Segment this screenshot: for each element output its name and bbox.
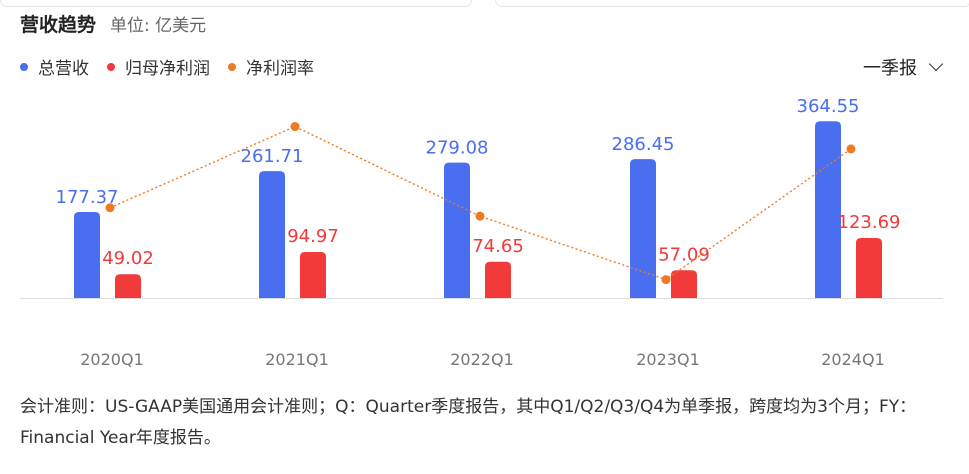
net-profit-label-2022Q1: 74.65 bbox=[472, 236, 524, 257]
revenue-bar-2023Q1 bbox=[630, 159, 656, 298]
chart-header: 营收趋势 单位: 亿美元 bbox=[20, 10, 206, 37]
x-tick-2020Q1: 2020Q1 bbox=[80, 350, 144, 369]
net-margin-point-2022Q1 bbox=[475, 211, 485, 221]
net-profit-bar-2024Q1 bbox=[856, 238, 882, 298]
legend-label-net-margin: 净利润率 bbox=[246, 59, 314, 79]
period-selector-label: 一季报 bbox=[863, 58, 917, 79]
net-profit-bar-2023Q1 bbox=[671, 270, 697, 298]
revenue-label-2023Q1: 286.45 bbox=[612, 134, 675, 155]
chart-title: 营收趋势 bbox=[20, 14, 97, 36]
legend-item-net-profit[interactable]: 归母净利润 bbox=[107, 54, 210, 79]
revenue-label-2020Q1: 177.37 bbox=[56, 187, 119, 208]
revenue-label-2022Q1: 279.08 bbox=[426, 138, 489, 159]
net-margin-point-2024Q1 bbox=[846, 144, 856, 154]
net-profit-label-2024Q1: 123.69 bbox=[838, 212, 901, 233]
legend-item-revenue[interactable]: 总营收 bbox=[20, 54, 89, 79]
revenue-label-2024Q1: 364.55 bbox=[797, 96, 860, 117]
legend-label-revenue: 总营收 bbox=[38, 59, 89, 79]
net-profit-label-2023Q1: 57.09 bbox=[658, 244, 710, 265]
net-margin-line bbox=[109, 125, 852, 281]
revenue-bar-2022Q1 bbox=[444, 162, 470, 298]
revenue-bar-2020Q1 bbox=[74, 211, 100, 298]
net-margin-point-2020Q1 bbox=[105, 203, 115, 213]
x-tick-2024Q1: 2024Q1 bbox=[821, 350, 885, 369]
footnote: 会计准则：US-GAAP美国通用会计准则；Q：Quarter季度报告，其中Q1/… bbox=[20, 397, 917, 448]
revenue-bar-2024Q1 bbox=[815, 121, 841, 298]
top-card-edge-right bbox=[495, 0, 969, 7]
net-margin-point-2023Q1 bbox=[661, 275, 671, 285]
net-profit-label-2021Q1: 94.97 bbox=[287, 226, 339, 247]
net-profit-bar-2022Q1 bbox=[485, 261, 511, 298]
legend: 总营收 归母净利润 净利润率 bbox=[20, 54, 332, 79]
legend-dot-net-profit bbox=[107, 62, 115, 71]
revenue-trend-chart: 177.37 49.02 2020Q1 261.71 94.97 2021Q1 279.08… bbox=[20, 96, 943, 369]
legend-item-net-margin[interactable]: 净利润率 bbox=[228, 54, 314, 79]
net-profit-bar-2021Q1 bbox=[300, 251, 326, 298]
revenue-label-2021Q1: 261.71 bbox=[241, 146, 304, 167]
x-tick-2021Q1: 2021Q1 bbox=[265, 350, 329, 369]
revenue-bar-2021Q1 bbox=[259, 171, 285, 298]
net-profit-label-2020Q1: 49.02 bbox=[102, 248, 154, 269]
net-profit-bar-2020Q1 bbox=[115, 274, 141, 298]
period-selector[interactable]: 一季报 bbox=[863, 54, 944, 80]
legend-dot-revenue bbox=[20, 62, 28, 71]
x-tick-2022Q1: 2022Q1 bbox=[450, 350, 514, 369]
net-margin-point-2021Q1 bbox=[290, 122, 300, 132]
x-tick-2023Q1: 2023Q1 bbox=[636, 350, 700, 369]
legend-dot-net-margin bbox=[228, 62, 236, 71]
legend-label-net-profit: 归母净利润 bbox=[125, 59, 210, 79]
unit-label: 单位: 亿美元 bbox=[110, 16, 207, 36]
